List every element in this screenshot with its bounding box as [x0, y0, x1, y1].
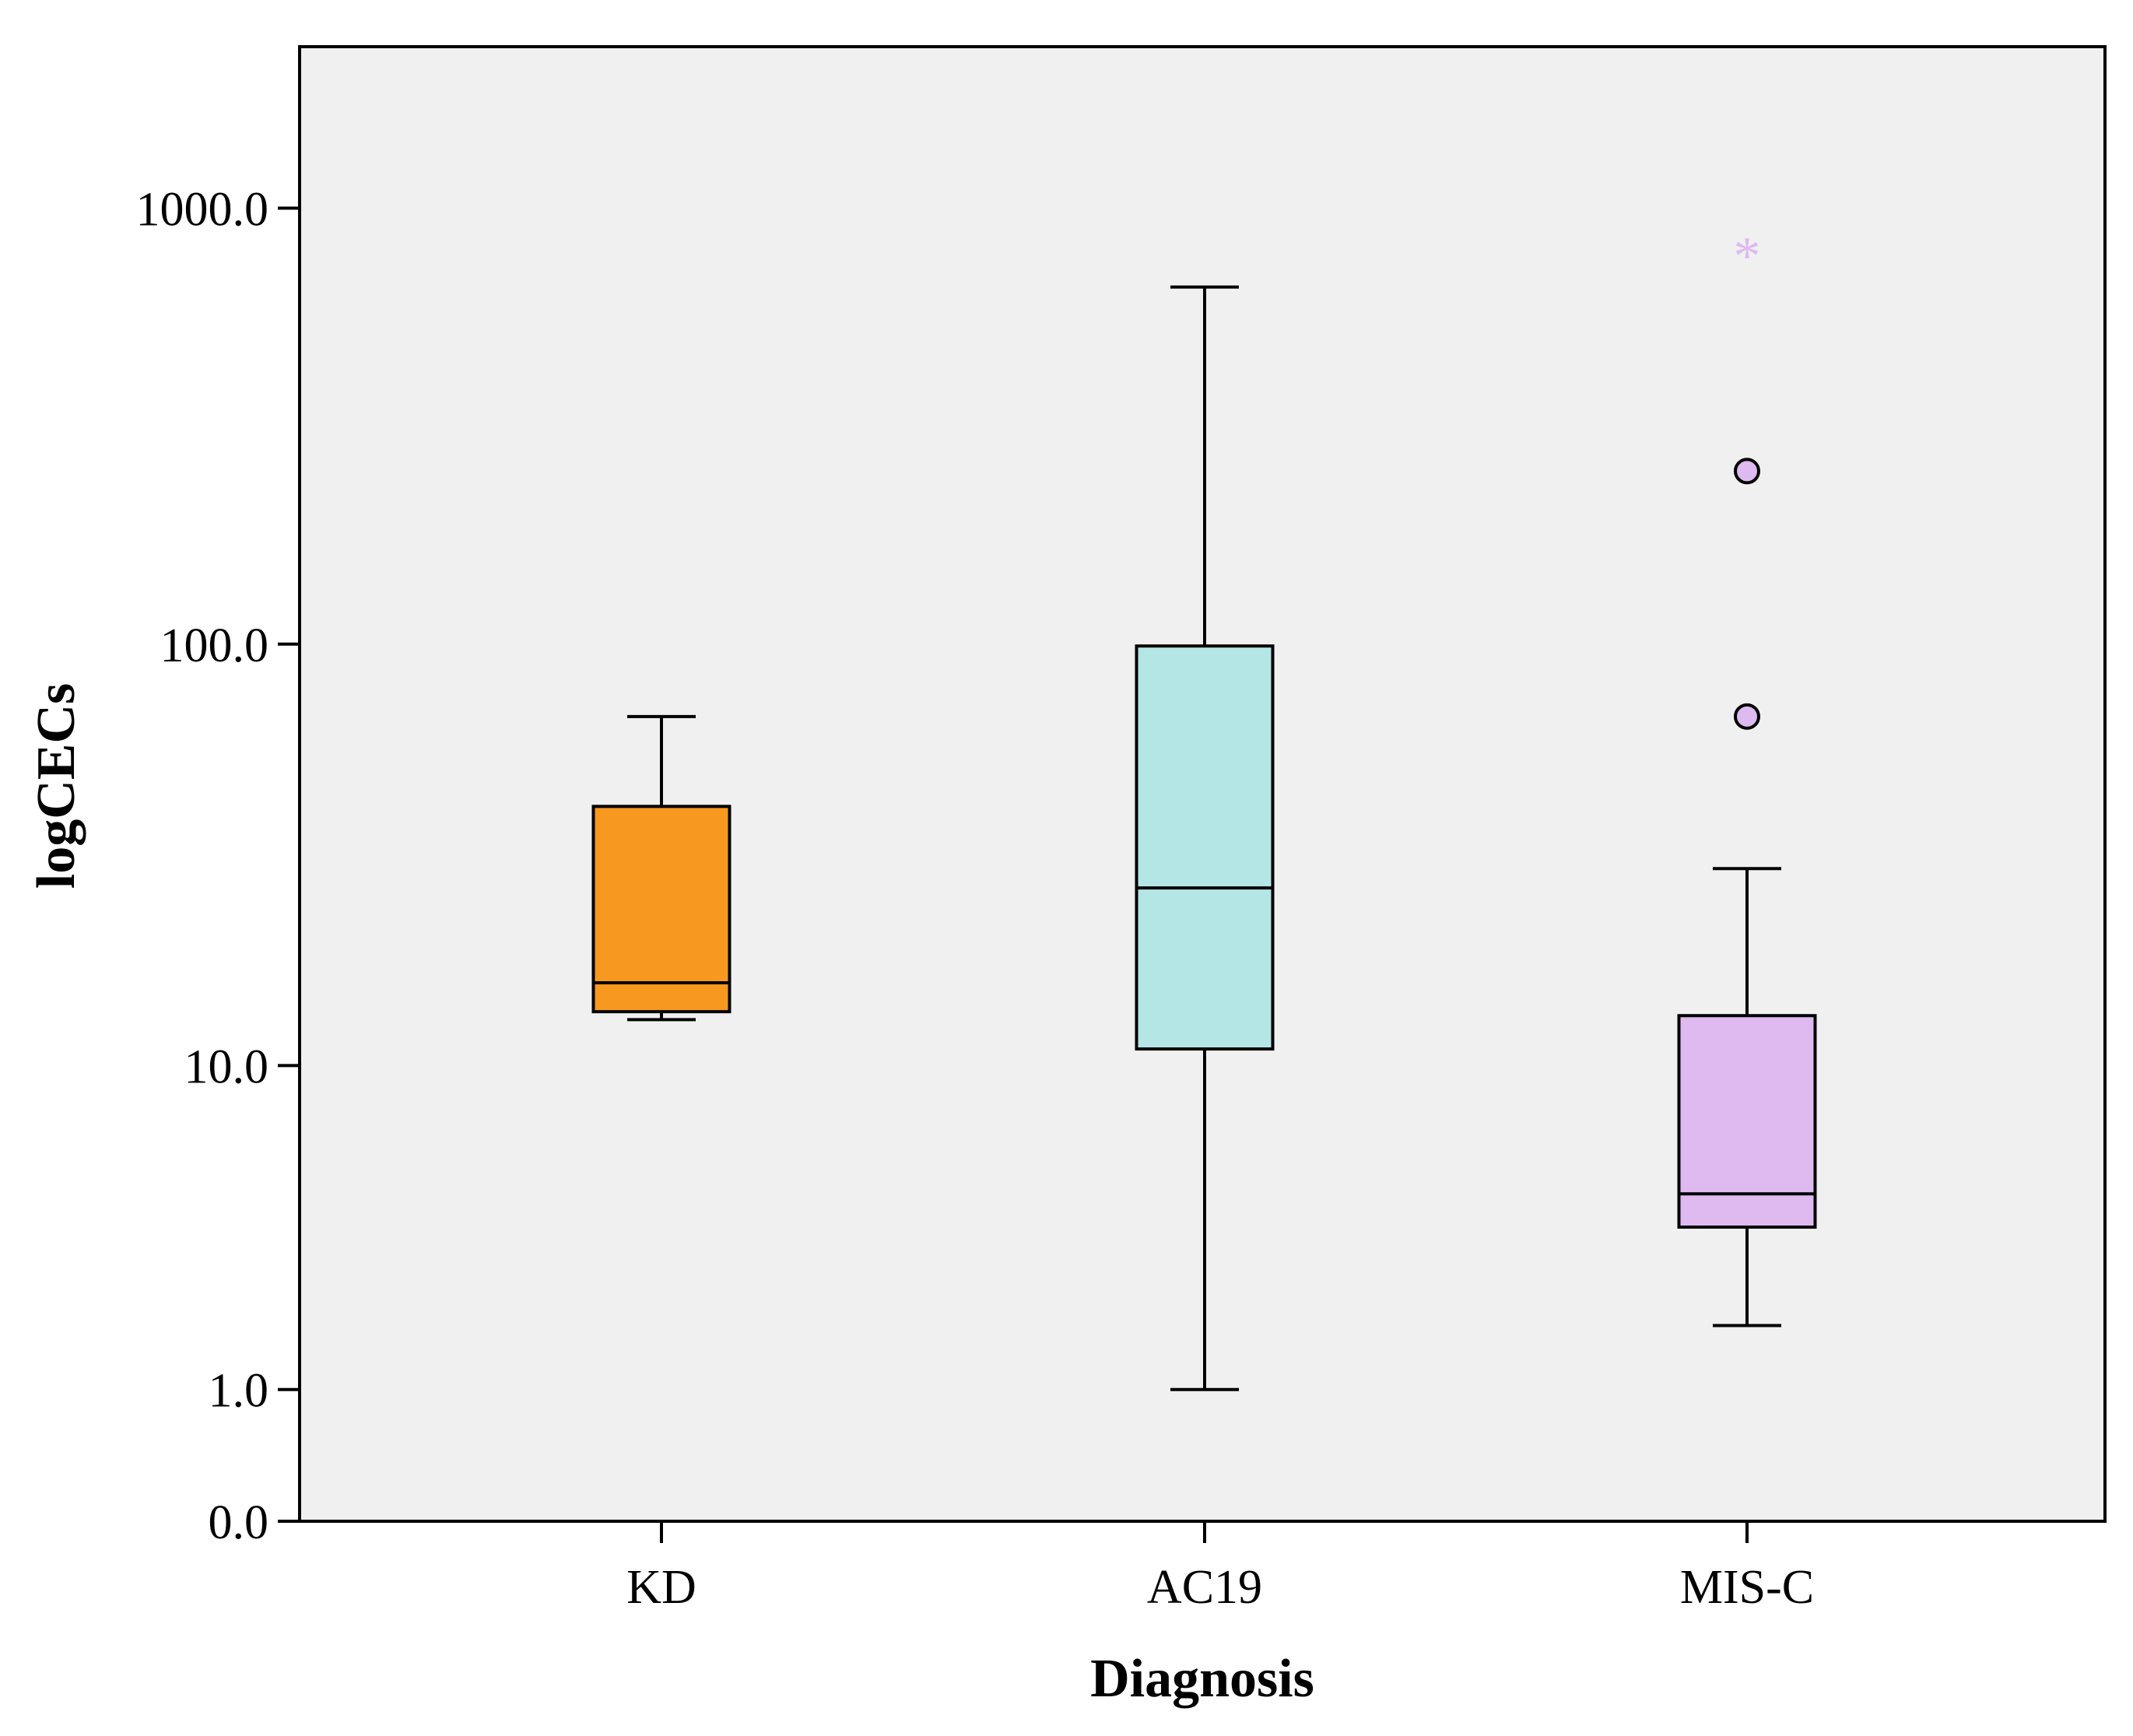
y-tick-label: 100.0 [160, 619, 269, 672]
x-tick-label-mis-c: MIS-C [1680, 1561, 1814, 1614]
x-tick-label-kd: KD [626, 1561, 696, 1614]
box-group-ac19 [1135, 285, 1275, 1391]
x-axis: KD AC19 MIS-C [626, 1521, 1814, 1614]
box-ac19 [1135, 644, 1275, 1051]
y-axis: 0.0 1.0 10.0 100.0 1000.0 [136, 184, 300, 1549]
box-group-mis-c: * [1677, 226, 1817, 1327]
box-mis-c [1677, 1014, 1817, 1229]
x-tick-label-ac19: AC19 [1147, 1561, 1262, 1614]
y-tick-label: 1000.0 [136, 184, 269, 237]
box-kd [591, 805, 731, 1014]
y-axis-title: logCECs [26, 683, 86, 889]
box-group-kd [591, 714, 731, 1022]
extreme-point: * [1734, 226, 1761, 286]
y-tick-label: 0.0 [209, 1496, 269, 1549]
y-tick-label: 10.0 [184, 1040, 269, 1093]
outlier-point [1734, 458, 1760, 485]
x-axis-title: Diagnosis [1090, 1649, 1314, 1709]
boxes-layer: * [591, 226, 1817, 1391]
outlier-point [1734, 703, 1760, 730]
y-tick-label: 1.0 [209, 1365, 269, 1418]
